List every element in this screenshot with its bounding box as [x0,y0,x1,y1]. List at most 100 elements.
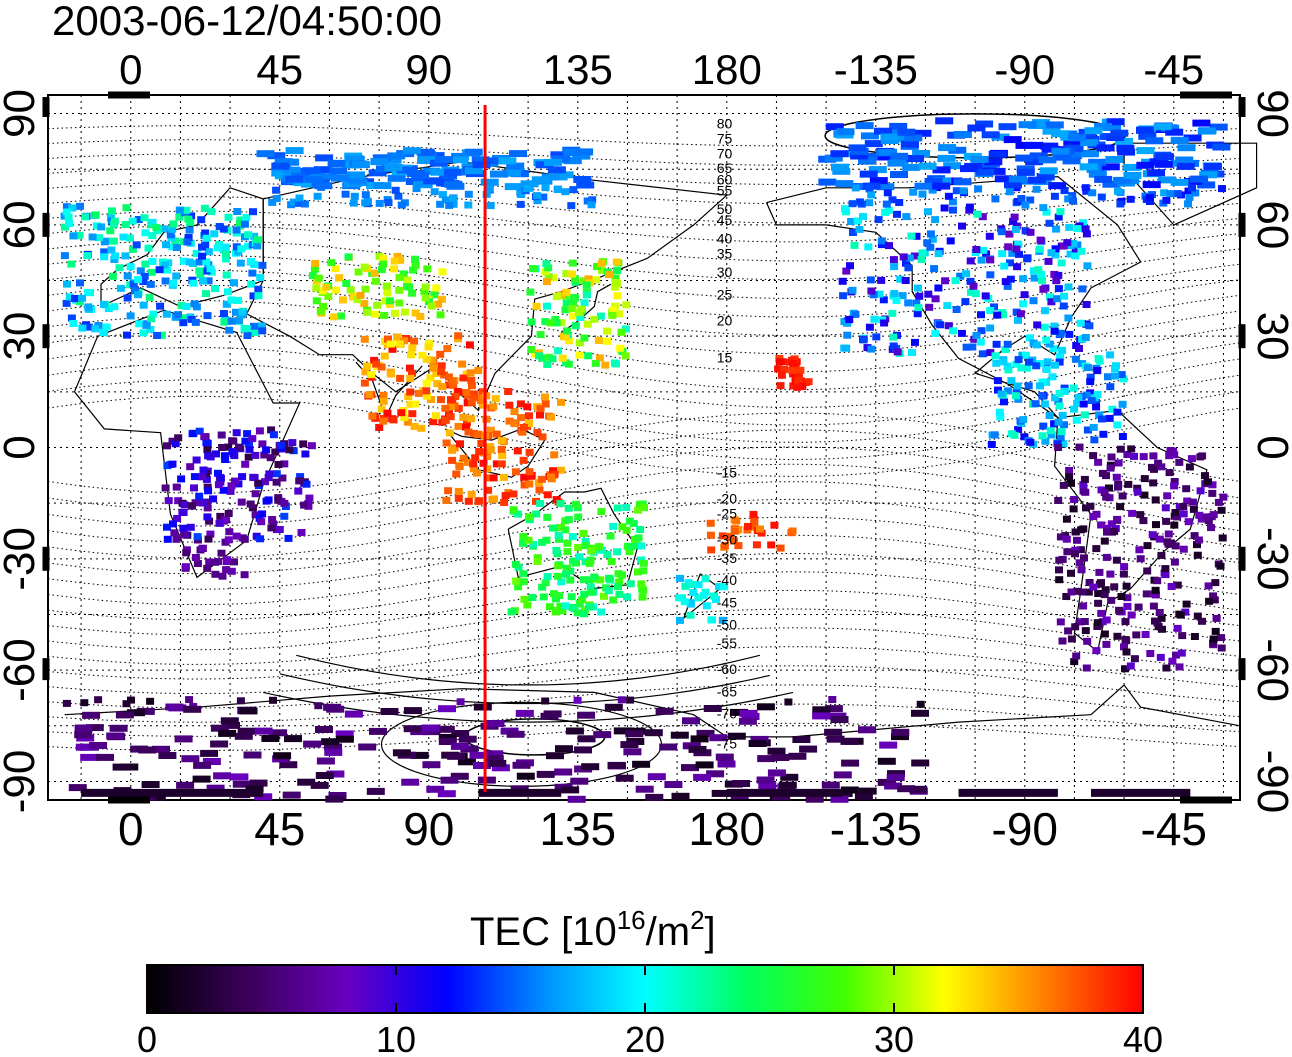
tec-point [202,267,211,275]
tec-point [1036,236,1045,244]
tec-point [1056,353,1065,361]
tec-point [949,206,957,214]
tec-point [485,755,504,763]
tec-point [931,329,940,337]
tec-point [1015,250,1023,258]
tec-point [280,460,289,468]
tec-point [1085,322,1094,330]
tec-point [851,310,860,318]
tec-point [74,724,93,732]
tec-point [838,277,847,285]
tec-point [168,460,177,468]
tec-point [335,274,344,282]
tec-point [361,191,370,199]
tec-point [110,256,119,263]
south-contour-label: -55 [717,635,737,651]
tec-point [1179,545,1188,553]
tec-point [448,446,457,454]
tec-point [453,388,462,395]
tec-point [490,170,508,178]
tec-point [1072,652,1081,660]
tec-point [944,322,953,330]
tec-point [912,150,931,157]
tec-point [269,520,278,528]
tec-point [408,369,416,377]
tec-point [110,303,119,311]
tec-point [874,127,892,135]
tec-point [659,743,678,751]
tec-point [1058,411,1067,419]
tec-point [1136,126,1154,134]
tec-point [892,296,901,304]
tec-point [1084,588,1093,596]
tec-point [835,180,854,188]
tec-point [223,288,232,296]
tec-point [1046,427,1055,435]
tec-point [464,167,483,175]
tec-point [541,268,550,276]
tec-point [393,333,402,341]
tec-point [172,483,181,491]
tec-point [790,355,799,363]
tec-point [626,580,635,588]
tec-point [1110,372,1119,380]
tec-point [500,473,508,481]
tec-point [244,242,252,250]
tec-point [434,300,443,308]
tec-point [1197,515,1206,523]
tec-point [222,566,231,574]
tec-point [438,738,457,745]
tec-point [1024,382,1033,390]
tec-point [924,208,932,216]
tec-point [877,241,886,249]
tec-point [423,177,442,185]
tec-point [82,711,101,719]
tec-point [549,467,558,475]
tec-point [828,696,837,703]
tec-point [349,199,358,207]
tec-point [1181,608,1190,616]
tec-point [912,299,921,307]
tec-point [1050,192,1059,200]
tec-point [402,147,421,155]
tec-point [701,575,710,583]
tec-point [710,592,719,600]
tec-point [792,736,811,743]
tec-point [484,486,493,494]
tec-point [824,705,843,713]
tec-point [1014,426,1023,434]
tec-point [1062,535,1071,543]
tec-point [571,294,580,302]
tec-point [968,343,977,351]
tec-point [958,788,1058,797]
tec-point [443,168,462,176]
tec-point [519,423,528,431]
tec-point [840,737,859,745]
tec-point [1151,586,1160,594]
tec-point [285,446,294,454]
tec-point [613,548,622,556]
tec-point [251,328,260,336]
tec-point [1003,282,1012,290]
tec-point [470,390,479,398]
tec-point [321,738,340,746]
tec-point [788,752,807,760]
tec-point [491,395,500,403]
tec-point [183,238,192,246]
tec-point [951,277,960,285]
south-contour-arc [279,673,770,705]
tec-point [303,740,322,748]
tec-point [891,733,909,741]
tec-point [383,156,402,164]
tec-point [267,152,286,160]
tec-point [327,259,336,267]
tec-point [848,286,857,294]
tec-point [600,592,608,600]
tec-point [370,310,379,318]
left-latitude-ticks: 9060300-30-60-90 [0,89,44,813]
tec-point [1092,398,1100,406]
tec-point [730,527,739,535]
tec-point [1050,420,1059,428]
tec-point [438,733,457,741]
tec-point [1211,579,1220,587]
